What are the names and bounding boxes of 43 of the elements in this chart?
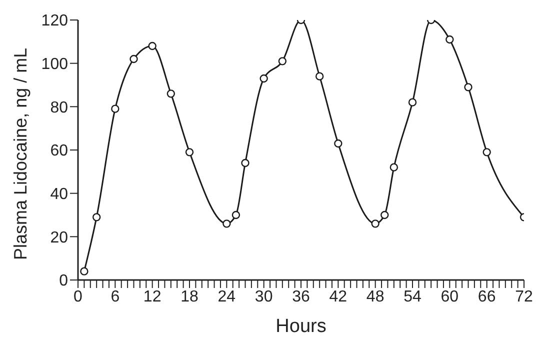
x-tick-label: 42: [329, 288, 348, 306]
y-tick-label: 120: [41, 12, 68, 30]
point: [446, 35, 454, 44]
point: [390, 163, 398, 172]
y-tick-label: 20: [50, 229, 68, 246]
point: [408, 98, 417, 106]
y-tick-label: 100: [41, 56, 68, 74]
x-tick-label: 6: [110, 288, 120, 306]
x-tick-label: 72: [515, 288, 533, 306]
x-tick-label: 36: [292, 288, 310, 306]
x-tick-label: 0: [74, 288, 83, 306]
x-axis-title: Hours: [276, 316, 326, 337]
point: [185, 148, 194, 156]
x-tick-label: 48: [366, 288, 384, 306]
point: [278, 57, 287, 66]
point: [380, 210, 389, 220]
point: [92, 213, 101, 222]
y-tick-label: 0: [59, 272, 68, 290]
x-tick-label: 24: [218, 288, 236, 306]
y-tick-label: 80: [50, 99, 68, 116]
point: [222, 220, 231, 228]
point: [232, 210, 240, 220]
point: [315, 72, 324, 80]
x-tick-label: 12: [143, 288, 162, 306]
point: [111, 104, 120, 113]
x-tick-label: 54: [404, 288, 422, 306]
point: [80, 267, 88, 276]
y-axis-title: Plasma Lidocaine, ng / mL: [10, 48, 30, 260]
point: [166, 90, 176, 98]
point: [464, 83, 472, 92]
point: [130, 54, 138, 64]
point: [260, 74, 268, 83]
y-tick-label: 60: [50, 142, 68, 160]
point: [334, 139, 342, 148]
x-tick-label: 66: [478, 288, 496, 306]
point: [148, 42, 156, 50]
x-tick-label: 60: [440, 288, 459, 306]
point: [371, 220, 380, 228]
x-tick-label: 18: [180, 288, 198, 306]
x-tick-label: 30: [254, 288, 273, 306]
y-tick-label: 40: [50, 186, 68, 204]
point: [241, 158, 250, 168]
point: [482, 148, 491, 156]
